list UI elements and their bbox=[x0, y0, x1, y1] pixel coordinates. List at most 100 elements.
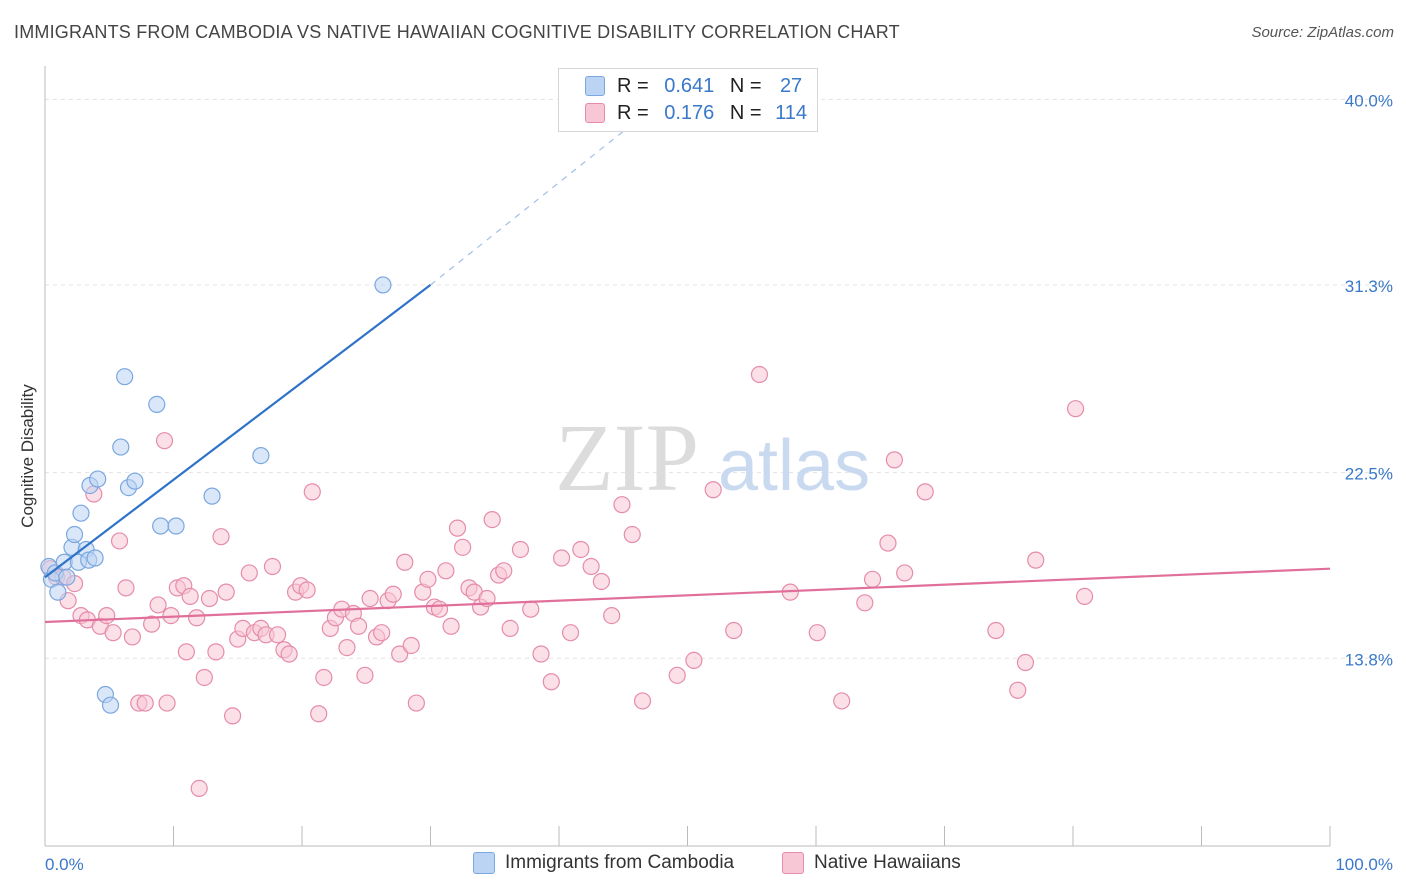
data-point bbox=[298, 581, 316, 599]
data-point bbox=[65, 525, 84, 544]
trend-line-hawaiians bbox=[44, 567, 1331, 624]
source-label: Source: ZipAtlas.com bbox=[1251, 24, 1394, 41]
data-point bbox=[419, 570, 437, 588]
data-point bbox=[155, 432, 174, 450]
tick-labels: 13.8% 22.5% 31.3% 40.0% 0.0% 100.0% bbox=[45, 91, 1393, 874]
data-point bbox=[916, 483, 934, 501]
data-point bbox=[384, 585, 402, 603]
data-point bbox=[391, 645, 409, 663]
legend-r-label: R = bbox=[617, 102, 649, 124]
data-point bbox=[685, 651, 703, 670]
data-point bbox=[200, 589, 219, 608]
data-point bbox=[188, 609, 206, 627]
data-point bbox=[442, 617, 460, 635]
data-point bbox=[303, 483, 321, 501]
data-point bbox=[338, 638, 356, 657]
data-point bbox=[123, 628, 141, 646]
data-point bbox=[49, 583, 67, 601]
bottom-legend-label: Native Hawaiians bbox=[814, 852, 961, 873]
y-tick-label: 13.8% bbox=[1345, 650, 1393, 669]
data-point bbox=[190, 779, 208, 798]
data-point bbox=[483, 510, 501, 529]
bottom-legend-label: Immigrants from Cambodia bbox=[505, 852, 735, 873]
data-point bbox=[1027, 551, 1045, 569]
data-point bbox=[396, 553, 414, 571]
legend-n-label: N = bbox=[729, 102, 762, 124]
data-point bbox=[402, 636, 420, 655]
data-point bbox=[495, 562, 513, 580]
data-point bbox=[704, 481, 722, 499]
data-point bbox=[613, 496, 631, 514]
data-point bbox=[542, 673, 560, 691]
data-point bbox=[1075, 587, 1094, 606]
data-point bbox=[552, 549, 571, 567]
data-point bbox=[224, 707, 242, 725]
data-point bbox=[582, 557, 600, 576]
y-tick-label: 22.5% bbox=[1345, 465, 1393, 484]
x-tick-label-end: 100.0% bbox=[1335, 855, 1393, 874]
data-point bbox=[149, 596, 167, 614]
data-point bbox=[863, 570, 882, 588]
data-point bbox=[126, 472, 144, 490]
gridlines bbox=[45, 98, 1392, 659]
data-point bbox=[177, 643, 195, 661]
data-point bbox=[522, 600, 540, 618]
data-point bbox=[1009, 681, 1027, 699]
chart-title: IMMIGRANTS FROM CAMBODIA VS NATIVE HAWAI… bbox=[14, 22, 900, 42]
legend-n-label: N = bbox=[729, 75, 762, 97]
data-point bbox=[310, 705, 328, 723]
data-point bbox=[89, 470, 107, 488]
data-point bbox=[217, 583, 235, 601]
data-point bbox=[572, 540, 590, 559]
data-point bbox=[116, 368, 134, 386]
data-point bbox=[315, 668, 333, 687]
data-point bbox=[856, 594, 874, 612]
bottom-legend-swatch-pink bbox=[782, 852, 804, 874]
data-point bbox=[725, 621, 743, 640]
data-point bbox=[252, 447, 270, 465]
legend-swatch-blue bbox=[585, 76, 605, 96]
data-point bbox=[263, 557, 282, 576]
data-point bbox=[356, 666, 374, 684]
data-point bbox=[879, 534, 897, 552]
data-point bbox=[112, 438, 130, 456]
legend-r-value: 0.176 bbox=[664, 102, 715, 124]
data-point bbox=[207, 643, 225, 661]
legend-swatch-pink bbox=[585, 103, 605, 123]
data-point bbox=[603, 606, 621, 625]
data-point bbox=[195, 668, 213, 687]
data-point bbox=[58, 568, 76, 586]
data-point bbox=[374, 276, 392, 294]
legend-r-label: R = bbox=[617, 75, 649, 97]
data-point bbox=[808, 624, 826, 642]
data-point bbox=[158, 694, 176, 712]
data-point bbox=[511, 540, 530, 559]
data-point bbox=[240, 564, 258, 582]
series-native-hawaiians bbox=[41, 365, 1094, 798]
correlation-legend: R = 0.641 N = 27 R = 0.176 N = 114 bbox=[558, 68, 818, 132]
data-point bbox=[437, 562, 455, 580]
data-point bbox=[592, 572, 611, 591]
data-point bbox=[501, 619, 519, 638]
data-point bbox=[212, 528, 230, 546]
data-point bbox=[561, 624, 580, 642]
legend-n-value: 114 bbox=[775, 102, 807, 124]
data-point bbox=[1016, 653, 1035, 672]
data-point bbox=[885, 451, 903, 469]
data-point bbox=[86, 549, 104, 567]
data-point bbox=[430, 600, 449, 618]
data-point bbox=[101, 696, 120, 714]
data-point bbox=[167, 517, 185, 535]
series-immigrants-from-cambodia bbox=[40, 276, 392, 714]
data-point bbox=[143, 615, 161, 633]
data-point bbox=[750, 365, 769, 384]
data-point bbox=[454, 538, 472, 556]
data-point bbox=[280, 645, 298, 663]
y-tick-label: 31.3% bbox=[1345, 277, 1393, 296]
watermark-zip: ZIP bbox=[555, 404, 699, 511]
watermark-atlas: atlas bbox=[718, 426, 870, 506]
data-point bbox=[633, 692, 652, 710]
trend-line-cambodia bbox=[44, 284, 432, 579]
data-point bbox=[373, 624, 391, 642]
